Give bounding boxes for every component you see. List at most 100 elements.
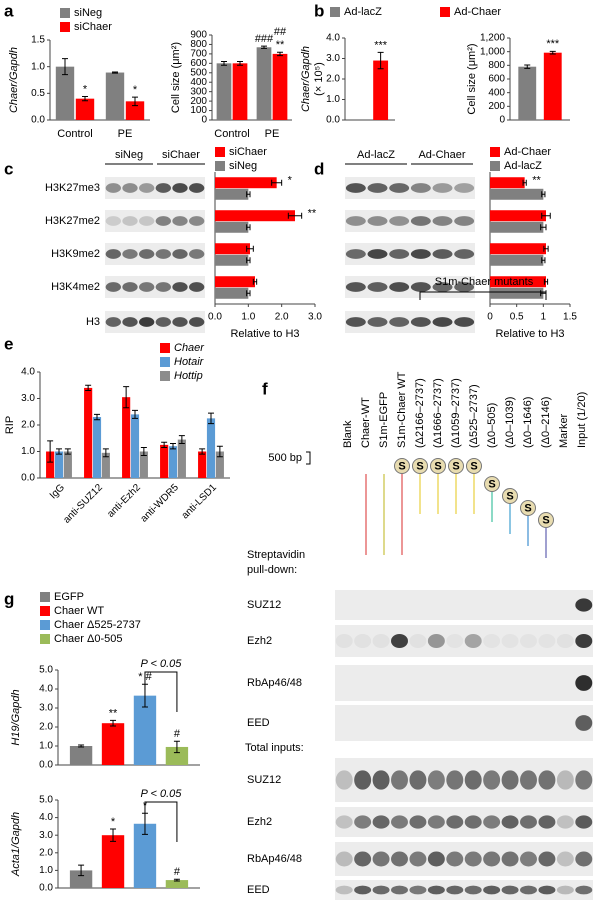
bar: [543, 52, 562, 120]
error-bar: [543, 278, 549, 285]
blot-band: [427, 851, 445, 867]
blot-band: [483, 851, 501, 867]
blot-band: [446, 815, 464, 829]
probe-letter: S: [524, 502, 531, 514]
y-tick-label: 400: [190, 77, 207, 88]
blot: [345, 177, 475, 199]
blot-band: [372, 885, 390, 895]
error-bar: [543, 245, 549, 252]
blot-band: [454, 282, 475, 292]
y-tick-label: 3.0: [39, 703, 53, 714]
y-axis-title: Chaer/Gapdh: [8, 47, 20, 113]
blot-band: [139, 249, 155, 259]
lane-label: S1m-EGFP: [378, 392, 390, 448]
blot-band: [464, 885, 482, 895]
error-bar: [271, 179, 283, 186]
y-tick-label: 0: [499, 115, 505, 126]
blot-band: [389, 249, 410, 259]
error-bar: [287, 212, 303, 219]
x-tick-label: anti-Ezh2: [105, 482, 143, 520]
bar: [215, 276, 255, 288]
panel-label: c: [4, 159, 13, 178]
error-bar: [221, 60, 227, 66]
blot-band: [105, 317, 122, 327]
legend-label: Ad-lacZ: [344, 6, 382, 18]
blot-band: [172, 216, 188, 226]
annotation: P < 0.05: [141, 788, 183, 800]
blot-band: [432, 282, 453, 292]
blot-band: [354, 770, 372, 790]
y-tick-label: 2.0: [21, 420, 35, 431]
significance: **: [532, 175, 541, 187]
error-bar: [541, 257, 546, 264]
lane-label: Blank: [342, 420, 354, 448]
error-bar: [541, 212, 551, 219]
probe-bead: [448, 458, 464, 474]
y-tick-label: 0.0: [39, 883, 53, 894]
blot-band: [139, 282, 155, 292]
blot-band: [575, 885, 593, 895]
blot-band: [372, 851, 390, 867]
y-axis-title: Cell size (μm²): [170, 42, 182, 113]
blot-band: [575, 815, 593, 829]
significance: #: [174, 866, 181, 878]
bracket: [144, 801, 178, 842]
blot-band: [427, 633, 445, 649]
bar: [198, 451, 207, 478]
panel-label: g: [4, 589, 14, 608]
x-tick-label: Control: [214, 128, 249, 140]
bar: [373, 60, 389, 120]
probe-letter: S: [398, 460, 405, 472]
legend-label: Chaer WT: [54, 605, 104, 617]
blot-band: [389, 183, 410, 193]
legend-label: Hotair: [174, 356, 205, 368]
blot-band: [354, 633, 372, 649]
bar: [122, 397, 131, 478]
blot-band: [335, 770, 353, 790]
blot-band: [501, 770, 519, 790]
y-tick-label: 2.0: [39, 847, 53, 858]
probe-letter: S: [434, 460, 441, 472]
blot-band: [410, 183, 431, 193]
blot-band: [155, 216, 171, 226]
y-axis-title: (× 10⁵): [313, 62, 325, 96]
x-tick-label: 0.0: [208, 312, 222, 323]
significance: **: [109, 707, 118, 719]
blot-band: [556, 885, 574, 895]
x-tick-label: PE: [118, 128, 133, 140]
blot-band: [575, 770, 593, 790]
blot-band: [446, 851, 464, 867]
error-bar: [208, 412, 214, 425]
header: S1m-Chaer mutants: [435, 276, 534, 288]
y-tick-label: 1,000: [480, 46, 505, 57]
blot-band: [354, 851, 372, 867]
blot: [335, 625, 593, 657]
x-tick-label: 1.0: [241, 312, 255, 323]
error-bar: [78, 864, 85, 877]
significance: ***: [546, 38, 560, 50]
error-bar: [140, 447, 147, 456]
row-label: H3K27me2: [45, 215, 100, 227]
error-bar: [47, 440, 54, 463]
blot-band: [189, 216, 205, 226]
bar: [101, 835, 125, 888]
blot-band: [139, 317, 155, 327]
row-label: H3K4me2: [51, 281, 100, 293]
blot-band: [122, 317, 138, 327]
row-label: H3K27me3: [45, 182, 100, 194]
error-bar: [277, 51, 283, 57]
error-bar: [199, 448, 206, 455]
blot-band: [172, 317, 188, 327]
y-tick-label: 1.0: [326, 94, 340, 105]
blot-band: [335, 633, 353, 649]
panel-label: f: [262, 379, 268, 398]
error-bar: [252, 278, 258, 285]
blot-band: [367, 216, 388, 226]
bar: [206, 418, 216, 478]
legend-swatch: [160, 371, 170, 381]
blot-band: [105, 183, 122, 193]
error-bar: [524, 64, 531, 69]
bar: [46, 451, 55, 478]
bar: [125, 101, 145, 120]
